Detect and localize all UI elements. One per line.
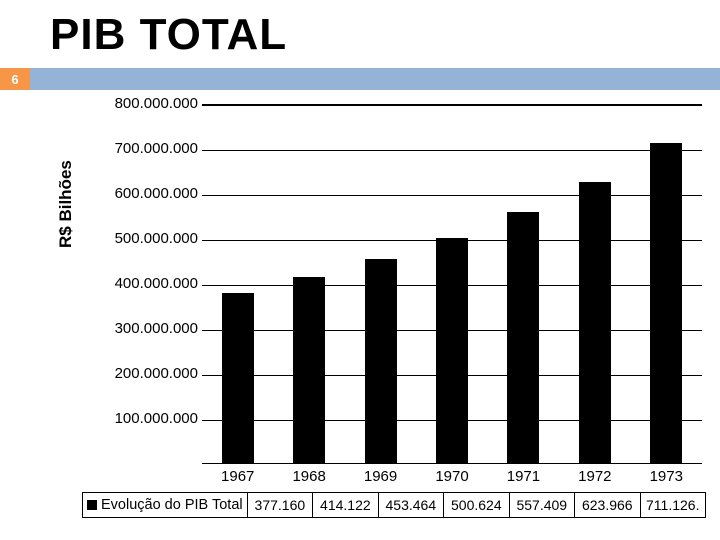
legend-value-cell: 711.126. (640, 493, 705, 517)
gridline (202, 105, 702, 106)
legend-marker (87, 500, 97, 510)
plot-area (202, 104, 702, 464)
legend-value-cell: 414.122 (312, 493, 377, 517)
bar (579, 182, 611, 463)
x-tick-label: 1969 (351, 468, 411, 485)
legend-value-cell: 500.624 (443, 493, 508, 517)
legend-value-cell: 377.160 (247, 493, 312, 517)
x-tick-label: 1972 (565, 468, 625, 485)
bar (507, 212, 539, 463)
y-tick-label: 700.000.000 (88, 140, 198, 157)
x-tick-label: 1968 (279, 468, 339, 485)
y-tick-label: 300.000.000 (88, 320, 198, 337)
y-tick-label: 400.000.000 (88, 275, 198, 292)
header-bar: 6 (0, 68, 720, 90)
legend-label: Evolução do PIB Total (101, 497, 247, 513)
bar (293, 277, 325, 463)
y-tick-label: 600.000.000 (88, 185, 198, 202)
header-accent-bar (30, 68, 720, 90)
gridline (202, 195, 702, 196)
y-tick-label: 500.000.000 (88, 230, 198, 247)
x-tick-label: 1973 (636, 468, 696, 485)
y-tick-label: 200.000.000 (88, 365, 198, 382)
legend-value-cell: 623.966 (574, 493, 639, 517)
x-tick-label: 1967 (208, 468, 268, 485)
legend-value-cell: 453.464 (378, 493, 443, 517)
legend-row: Evolução do PIB Total 377.160414.122453.… (82, 492, 706, 518)
page-number-badge: 6 (0, 68, 30, 90)
legend-value-cell: 557.409 (509, 493, 574, 517)
y-axis-label: R$ Bilhões (56, 160, 76, 248)
x-tick-label: 1970 (422, 468, 482, 485)
bar (436, 238, 468, 463)
x-tick-label: 1971 (493, 468, 553, 485)
y-tick-label: 800.000.000 (88, 95, 198, 112)
bar (222, 293, 254, 463)
slide-title: PIB TOTAL (0, 0, 720, 68)
y-tick-label: 100.000.000 (88, 410, 198, 427)
slide: PIB TOTAL 6 R$ Bilhões Evolução do PIB T… (0, 0, 720, 540)
bar (650, 143, 682, 463)
gridline (202, 150, 702, 151)
bar (365, 259, 397, 463)
chart-container: R$ Bilhões Evolução do PIB Total 377.160… (10, 98, 710, 528)
